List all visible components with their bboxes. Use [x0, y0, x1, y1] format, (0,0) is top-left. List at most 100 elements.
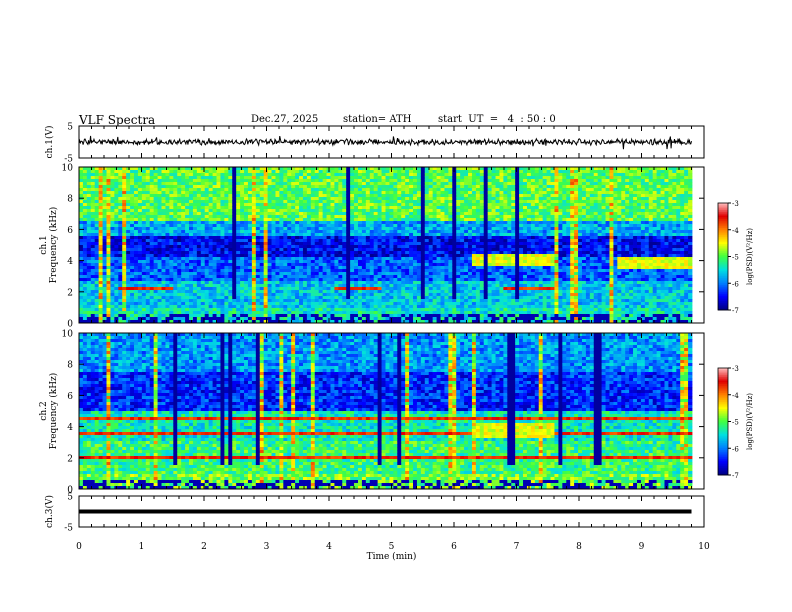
- ch2-spectrogram-colorbar-cell: [718, 437, 728, 440]
- ch1-spectrogram-colorbar-cell: [718, 256, 728, 259]
- x-axis-label: Time (min): [367, 551, 417, 562]
- ch2-spectrogram-ytick-label: 4: [67, 423, 73, 433]
- ch2-spectrogram-ytick-label: 8: [67, 361, 73, 371]
- ch1-spectrogram-colorbar-tick-label: -4: [732, 227, 739, 235]
- ch1-spectrogram-colorbar-cell: [718, 251, 728, 254]
- ch2-spectrogram-colorbar-cell: [718, 428, 728, 431]
- x-tick-label: 9: [639, 542, 645, 552]
- ch1-spectrogram-colorbar-cell: [718, 286, 728, 289]
- ch1-spectrogram-colorbar-tick-label: -3: [732, 200, 739, 208]
- ch1-spectrogram-colorbar-cell: [718, 276, 728, 279]
- ch2-spectrogram-colorbar-cell: [718, 392, 728, 396]
- ch1-spectrogram-colorbar-cell: [718, 222, 728, 225]
- ch2-spectrogram-colorbar-cell: [718, 457, 728, 460]
- ch1-spectrogram-colorbar-cell: [718, 274, 728, 277]
- x-tick-label: 10: [698, 542, 710, 552]
- ch2-spectrogram-colorbar-cell: [718, 403, 728, 406]
- ch1-spectrogram-colorbar-cell: [718, 299, 728, 302]
- ch1-spectrogram-colorbar-cell: [718, 268, 728, 272]
- ch1-spectrogram-colorbar-cell: [718, 233, 728, 236]
- ch1-spectrogram-ytick-label: 8: [67, 195, 73, 205]
- ch1-waveform-ytick-label: 5: [67, 123, 73, 133]
- ch2-spectrogram-colorbar-cell: [718, 464, 728, 467]
- ch2-spectrogram-ytick-label: 6: [67, 392, 73, 402]
- ch2-spectrogram-colorbar-cell: [718, 387, 728, 390]
- ch2-spectrogram-ytick-label: 10: [62, 330, 74, 340]
- ch2-spectrogram-colorbar-cell: [718, 371, 728, 374]
- ch1-spectrogram-colorbar-cell: [718, 290, 728, 293]
- ch1-spectrogram-colorbar-cell: [718, 249, 728, 252]
- ch1-spectrogram-ytick-label: 4: [67, 257, 73, 267]
- ch2-spectrogram-colorbar-cell: [718, 444, 728, 447]
- ch2-spectrogram-colorbar-cell: [718, 439, 728, 442]
- ch2-spectrogram-colorbar-cell: [718, 385, 728, 389]
- ch1-spectrogram-colorbar-cell: [718, 252, 728, 256]
- ch1-spectrogram-colorbar-cell: [718, 304, 728, 307]
- ch2-spectrogram-colorbar-cell: [718, 458, 728, 462]
- ch2-spectrogram-colorbar-cell: [718, 378, 728, 381]
- ch1-spectrogram-ytick-label: 10: [62, 164, 74, 174]
- ch2-spectrogram-colorbar-cell: [718, 460, 728, 463]
- ch1-spectrogram-colorbar-cell: [718, 242, 728, 245]
- ch1-spectrogram-ylabel: ch.1: [39, 235, 49, 254]
- ch2-spectrogram-colorbar-cell: [718, 398, 728, 401]
- ch2-spectrogram-colorbar-cell: [718, 446, 728, 449]
- ch2-spectrogram-colorbar-cell: [718, 400, 728, 403]
- ch1-spectrogram-colorbar-cell: [718, 254, 728, 257]
- ch3-waveform-ytick-label: 5: [67, 493, 73, 503]
- ch1-spectrogram-colorbar-cell: [718, 302, 728, 306]
- station-label: station= ATH: [343, 114, 412, 125]
- ch2-spectrogram-colorbar-cell: [718, 451, 728, 454]
- ch2-spectrogram-colorbar-cell: [718, 441, 728, 444]
- ch1-spectrogram-colorbar-cell: [718, 215, 728, 218]
- ch2-spectrogram-colorbar-cell: [718, 421, 728, 424]
- ch1-spectrogram-ylabel: Frequency (kHz): [48, 207, 59, 284]
- ch1-spectrogram-colorbar-cell: [718, 204, 728, 207]
- ch1-spectrogram-colorbar-cell: [718, 261, 728, 265]
- ch2-spectrogram-colorbar-cell: [718, 471, 728, 474]
- ch1-spectrogram-colorbar: [718, 203, 728, 311]
- ch1-spectrogram-colorbar-cell: [718, 247, 728, 250]
- ch1-spectrogram-colorbar-cell: [718, 279, 728, 282]
- ch2-spectrogram-colorbar-cell: [718, 376, 728, 380]
- ch1-spectrogram-colorbar-cell: [718, 292, 728, 295]
- ch1-spectrogram-colorbar-tick-label: -6: [732, 280, 739, 288]
- x-tick-label: 2: [201, 542, 207, 552]
- ch1-spectrogram-colorbar-cell: [718, 281, 728, 284]
- ch2-spectrogram-colorbar-cell: [718, 384, 728, 387]
- ch1-spectrogram-colorbar-cell: [718, 260, 728, 263]
- ch1-spectrogram-colorbar-cell: [718, 297, 728, 300]
- ch1-spectrogram-colorbar-cell: [718, 220, 728, 224]
- ch2-spectrogram-colorbar-cell: [718, 409, 728, 412]
- ch1-spectrogram-colorbar-cell: [718, 265, 728, 268]
- x-tick-label: 1: [139, 542, 145, 552]
- ch2-spectrogram-colorbar-cell: [718, 394, 728, 397]
- x-tick-label: 7: [514, 542, 520, 552]
- ch1-spectrogram-colorbar-label: log(PSD)(V²/Hz): [746, 228, 754, 285]
- ch2-spectrogram-colorbar-tick-label: -5: [732, 419, 739, 427]
- ch2-spectrogram-colorbar-cell: [718, 391, 728, 394]
- ch1-spectrogram-colorbar-cell: [718, 283, 728, 286]
- ch1-spectrogram-colorbar-cell: [718, 203, 728, 206]
- ch2-spectrogram-colorbar-tick-label: -4: [732, 392, 739, 400]
- ch2-spectrogram-colorbar-cell: [718, 425, 728, 428]
- x-tick-label: 0: [76, 542, 82, 552]
- ch1-spectrogram-colorbar-cell: [718, 263, 728, 266]
- ch1-spectrogram-colorbar-cell: [718, 206, 728, 209]
- ch2-spectrogram-colorbar-cell: [718, 462, 728, 465]
- ch1-spectrogram-ytick-label: 0: [67, 320, 73, 330]
- ch2-spectrogram-colorbar-cell: [718, 473, 728, 476]
- ch2-spectrogram-colorbar-cell: [718, 369, 728, 372]
- ch1-spectrogram-colorbar-cell: [718, 267, 728, 270]
- ch2-spectrogram-colorbar-cell: [718, 450, 728, 453]
- ch1-spectrogram-colorbar-cell: [718, 244, 728, 247]
- ch1-spectrogram-colorbar-cell: [718, 217, 728, 220]
- ch1-waveform-ytick-label: -5: [64, 155, 73, 165]
- ch1-spectrogram-colorbar-cell: [718, 285, 728, 288]
- ch2-spectrogram-colorbar-tick-label: -3: [732, 365, 739, 373]
- ch1-spectrogram-ytick-label: 6: [67, 226, 73, 236]
- ch2-spectrogram-colorbar-cell: [718, 419, 728, 422]
- ch1-spectrogram-colorbar-tick-label: -7: [732, 307, 739, 315]
- x-tick-label: 3: [264, 542, 270, 552]
